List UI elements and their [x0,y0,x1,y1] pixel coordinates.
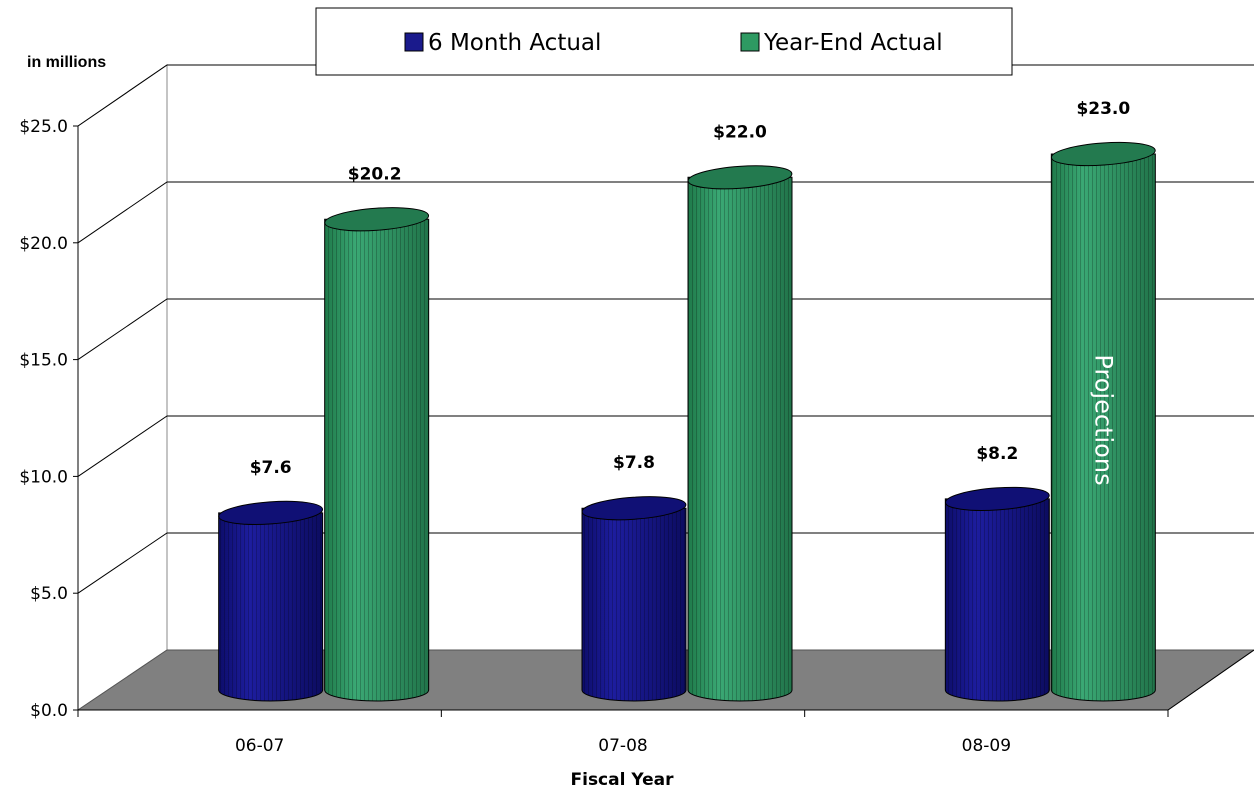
gridline [77,415,1254,477]
bar-texture [688,177,792,702]
bar-top [687,165,793,190]
bar-year-end-06-07 [324,207,430,702]
bar-year-end-07-08 [687,165,793,702]
bar-texture [1051,154,1156,702]
x-axis-title: Fiscal Year [571,770,675,790]
bar-texture [582,508,686,701]
bar-top [944,486,1050,511]
bar-6-month-08-09 [944,486,1050,702]
gridline [77,298,1254,361]
data-label: $20.2 [348,164,402,184]
side-wall [77,64,168,711]
x-tick-label: 08-09 [962,736,1011,756]
y-tick-label: $10.0 [19,467,68,487]
gridline [77,532,1254,594]
y-tick-label: $15.0 [19,351,68,371]
unit-label: in millions [27,54,106,71]
bar-texture [324,219,429,701]
y-tick-label: $20.0 [19,234,68,254]
data-label: $8.2 [976,444,1018,464]
legend-label-year-end: Year-End Actual [763,30,943,56]
bars [218,141,1156,702]
legend-swatch-6-month [404,32,424,52]
bar-year-end-08-09 [1050,141,1156,702]
legend-label-6-month: 6 Month Actual [428,30,601,56]
bar-texture [945,498,1050,701]
floor-edge [1167,649,1254,711]
data-label: $23.0 [1076,99,1130,119]
data-label: $7.6 [250,458,292,478]
legend: 6 Month Actual Year-End Actual [315,7,1013,76]
data-label: $7.8 [613,453,655,473]
legend-box [315,7,1013,76]
y-tick-label: $5.0 [30,584,68,604]
labels: $0.0 $5.0 $10.0 $15.0 $20.0 $25.0 06-07 07-08 08… [19,99,1130,756]
projections-annotation: Projections [1089,354,1117,485]
gridline [77,181,1254,244]
x-tick-label: 07-08 [598,736,647,756]
bar-6-month-07-08 [581,496,687,702]
legend-swatch-year-end [740,32,760,52]
chart-walls [77,64,168,711]
x-tick-label: 06-07 [235,736,284,756]
bar-top [581,496,687,521]
bar-top [324,207,430,232]
bar-top [218,500,324,525]
y-tick-label: $0.0 [30,701,68,721]
bar-6-month-06-07 [218,500,324,702]
y-tick-label: $25.0 [19,117,68,137]
bar-top [1050,141,1156,167]
axes [77,126,1254,717]
data-label: $22.0 [713,122,767,142]
bar-texture [218,512,323,701]
